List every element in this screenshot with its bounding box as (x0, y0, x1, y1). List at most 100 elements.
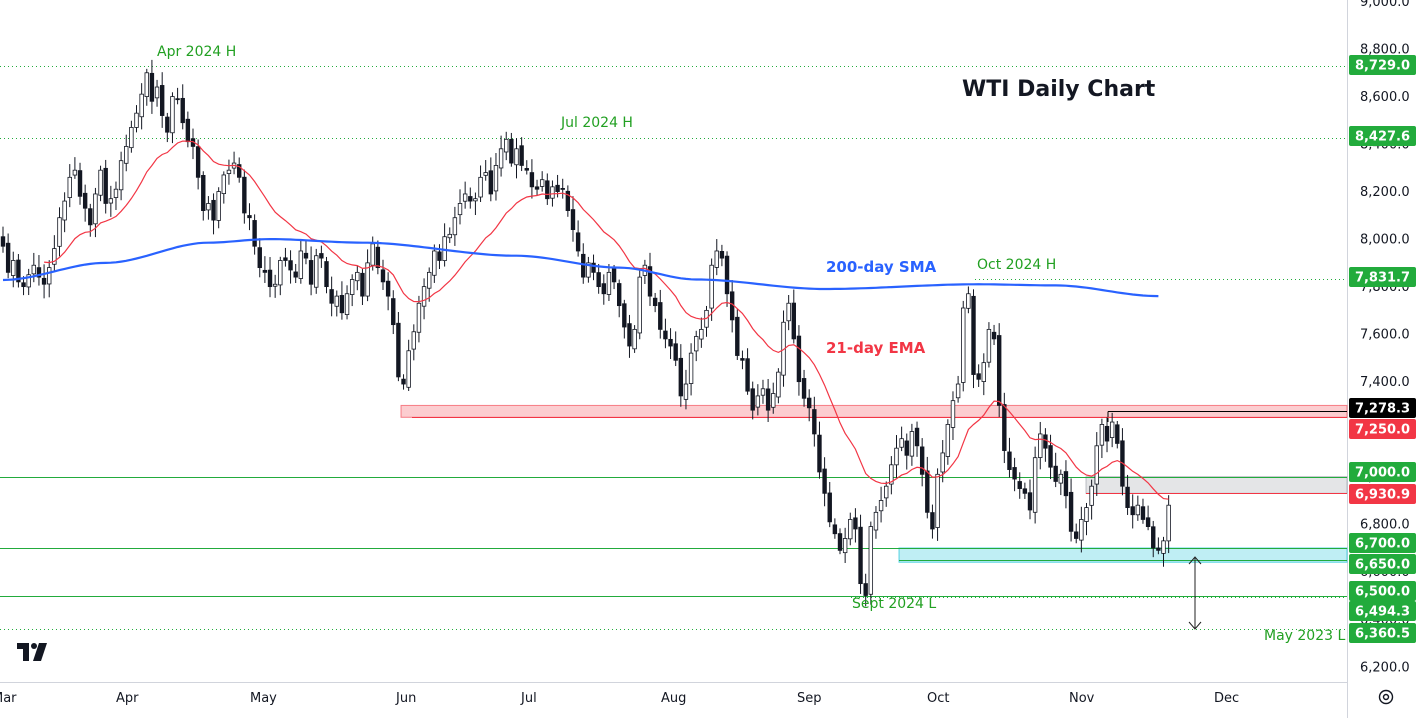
y-tick-label: 7,400.0 (1360, 375, 1410, 390)
settings-gear-icon[interactable] (1378, 689, 1394, 705)
candle (165, 112, 170, 143)
candle (678, 344, 684, 407)
candle-body (406, 350, 411, 388)
candle-body (1099, 424, 1105, 446)
candle-body (611, 268, 617, 283)
candle (791, 289, 796, 344)
candle-body (355, 271, 360, 282)
tradingview-logo[interactable] (17, 643, 47, 661)
candle-body (647, 266, 653, 297)
indicators-layer (2, 140, 1169, 500)
x-tick-label: May (250, 691, 277, 706)
candle-body (88, 208, 93, 226)
candle (545, 173, 550, 205)
x-tick-label: Oct (927, 691, 949, 706)
candle (437, 244, 442, 269)
candle-body (904, 440, 909, 456)
candle-body (550, 186, 555, 199)
price-badge-label: 7,831.7 (1355, 271, 1410, 286)
candle-body (267, 269, 273, 288)
candle (504, 131, 509, 161)
price-badge: 7,831.7 (1349, 267, 1416, 287)
candle-body (719, 251, 725, 259)
candle-body (991, 331, 997, 340)
candle (72, 157, 78, 179)
candle-body (47, 267, 52, 285)
candle-body (144, 72, 149, 97)
candle-body (329, 289, 334, 304)
candle (586, 256, 591, 283)
time-axis[interactable]: Mar Apr May Jun Jul Aug Sep Oct Nov Dec (0, 691, 1239, 706)
candle-body (560, 188, 565, 190)
candle-body (848, 519, 853, 540)
candle-body (185, 118, 191, 143)
candle (894, 435, 899, 478)
candle (812, 396, 817, 447)
sma-label: 200-day SMA (826, 258, 937, 276)
candle-body (596, 272, 601, 288)
range-arrow-head-bottom (1188, 621, 1202, 630)
candle-body (180, 97, 185, 124)
candle (201, 171, 206, 221)
candle-body (945, 424, 951, 457)
price-badge: 8,427.6 (1349, 126, 1416, 146)
candle-body (308, 260, 314, 285)
candle-body (504, 138, 509, 153)
candle-body (935, 473, 940, 528)
candle-body (745, 358, 750, 392)
candle (324, 256, 329, 294)
candle (1007, 437, 1012, 478)
candle (925, 456, 930, 519)
candle (303, 240, 309, 265)
ema-label: 21-day EMA (826, 339, 926, 357)
candle-body (165, 116, 170, 133)
candle (863, 573, 868, 607)
candle-body (1156, 547, 1161, 551)
tv-logo-dot (31, 643, 37, 649)
range-arrow (1188, 556, 1202, 630)
x-tick-label: Jun (395, 691, 416, 706)
price-badge: 6,700.0 (1349, 533, 1416, 553)
candle (735, 309, 740, 360)
candle-body (591, 262, 596, 273)
candle (560, 178, 565, 199)
price-badge-bg (1349, 267, 1416, 287)
candle (884, 481, 889, 507)
candle (668, 328, 673, 360)
candle (1161, 536, 1166, 567)
candle-body (1053, 465, 1058, 482)
candle (170, 92, 175, 144)
candle (349, 274, 355, 307)
candle (694, 330, 699, 362)
candle-body (1130, 506, 1135, 516)
candle (344, 285, 350, 320)
candle (1140, 498, 1146, 524)
candle (283, 247, 288, 267)
candle-body (1115, 424, 1120, 444)
candle-body (622, 303, 627, 328)
candle (591, 254, 596, 281)
y-tick-label: 8,800.0 (1360, 43, 1410, 58)
candle-body (1032, 457, 1038, 513)
candle (637, 270, 642, 340)
candle (16, 254, 21, 288)
candle-body (344, 293, 350, 315)
candle-body (1166, 504, 1171, 542)
candle-body (1068, 491, 1074, 532)
candle (904, 433, 909, 470)
candle-body (365, 262, 370, 297)
candle (647, 252, 653, 306)
candle (765, 379, 771, 422)
candle (519, 137, 524, 172)
candle-body (806, 397, 812, 409)
candle (226, 159, 232, 185)
candle-body (555, 184, 560, 192)
candle (991, 324, 997, 346)
candle (447, 227, 452, 244)
price-badge-bg (1349, 55, 1416, 75)
candle-body (940, 452, 945, 473)
candle-body (324, 261, 329, 288)
candle (498, 135, 504, 177)
candle (709, 258, 714, 321)
